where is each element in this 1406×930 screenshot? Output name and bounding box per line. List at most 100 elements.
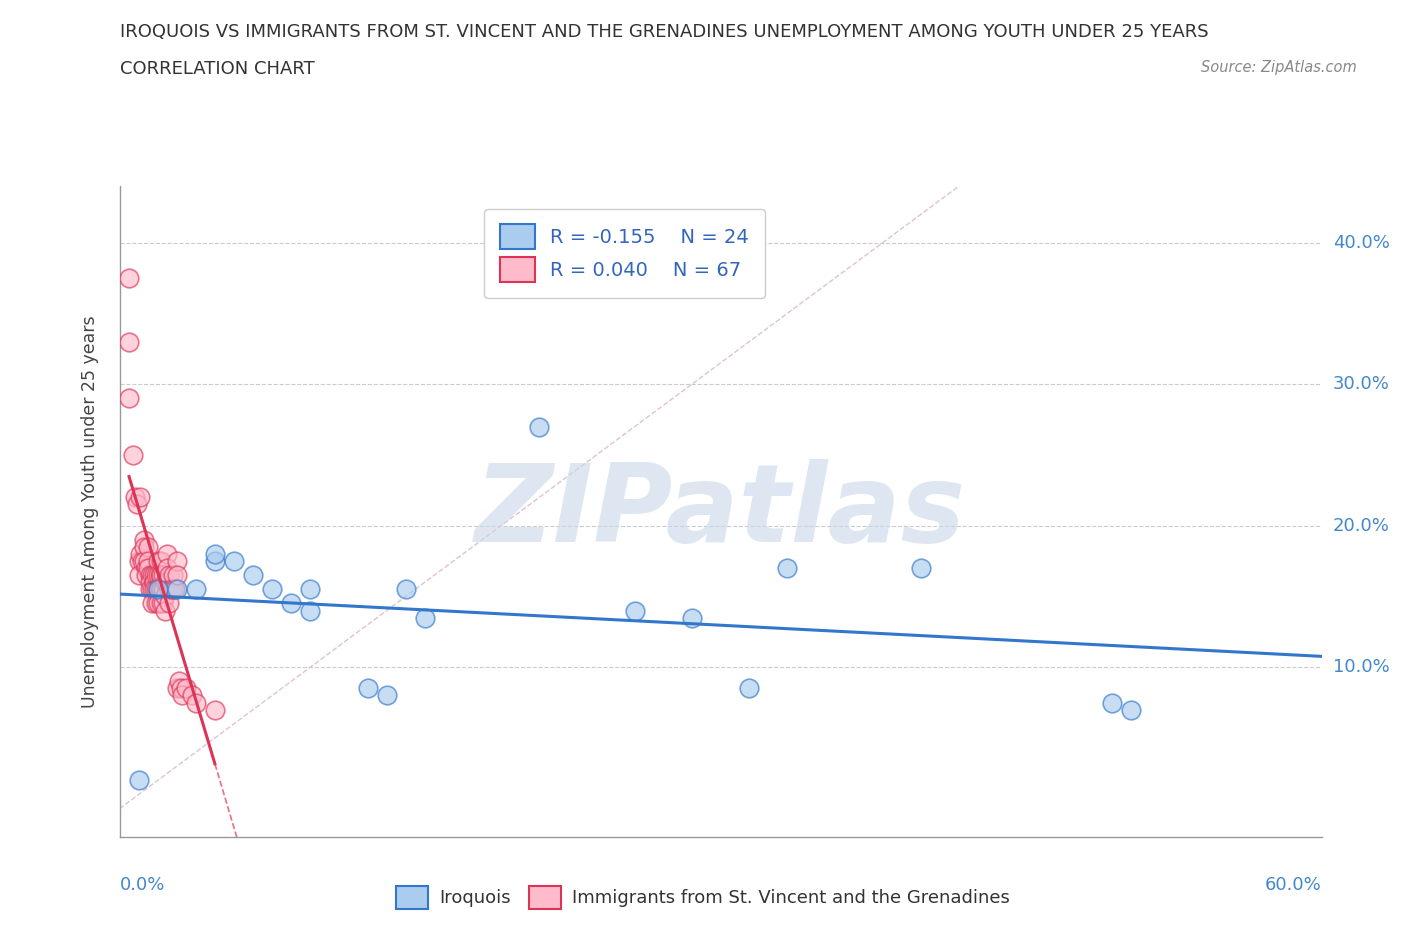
Point xyxy=(166,582,188,597)
Legend: R = -0.155    N = 24, R = 0.040    N = 67: R = -0.155 N = 24, R = 0.040 N = 67 xyxy=(484,208,765,298)
Point xyxy=(174,681,197,696)
Point xyxy=(280,596,302,611)
Point xyxy=(156,575,179,590)
Point xyxy=(149,567,172,582)
Point xyxy=(152,582,174,597)
Point xyxy=(128,773,150,788)
Text: 40.0%: 40.0% xyxy=(1333,233,1389,252)
Point xyxy=(776,561,799,576)
Point xyxy=(135,567,157,582)
Text: CORRELATION CHART: CORRELATION CHART xyxy=(120,60,315,78)
Point xyxy=(150,553,173,568)
Text: IROQUOIS VS IMMIGRANTS FROM ST. VINCENT AND THE GRENADINES UNEMPLOYMENT AMONG YO: IROQUOIS VS IMMIGRANTS FROM ST. VINCENT … xyxy=(120,23,1208,41)
Point xyxy=(157,582,180,597)
Point xyxy=(131,553,153,568)
Point xyxy=(162,582,184,597)
Point xyxy=(155,604,177,618)
Point xyxy=(155,575,177,590)
Point xyxy=(155,589,177,604)
Point xyxy=(141,582,163,597)
Legend: Iroquois, Immigrants from St. Vincent and the Grenadines: Iroquois, Immigrants from St. Vincent an… xyxy=(388,879,1018,916)
Point xyxy=(222,553,245,568)
Point xyxy=(142,582,165,597)
Text: 30.0%: 30.0% xyxy=(1333,375,1389,393)
Point xyxy=(150,596,173,611)
Point xyxy=(129,547,152,562)
Point xyxy=(142,575,165,590)
Point xyxy=(157,596,180,611)
Point xyxy=(150,582,173,597)
Point xyxy=(162,567,184,582)
Text: 10.0%: 10.0% xyxy=(1333,658,1389,676)
Point xyxy=(146,567,169,582)
Point xyxy=(181,688,204,703)
Point xyxy=(146,582,169,597)
Point xyxy=(124,490,146,505)
Point xyxy=(145,582,167,597)
Point xyxy=(139,582,162,597)
Point xyxy=(262,582,284,597)
Point xyxy=(139,567,162,582)
Point xyxy=(129,490,152,505)
Text: Source: ZipAtlas.com: Source: ZipAtlas.com xyxy=(1201,60,1357,75)
Point xyxy=(160,582,183,597)
Point xyxy=(395,582,418,597)
Point xyxy=(122,447,145,462)
Point xyxy=(150,567,173,582)
Text: 0.0%: 0.0% xyxy=(120,876,165,894)
Point xyxy=(142,567,165,582)
Point xyxy=(1101,695,1123,710)
Point xyxy=(172,688,194,703)
Point xyxy=(141,567,163,582)
Point xyxy=(128,553,150,568)
Point xyxy=(681,610,703,625)
Point xyxy=(242,567,264,582)
Point xyxy=(145,567,167,582)
Point xyxy=(136,561,159,576)
Point xyxy=(529,419,551,434)
Text: 20.0%: 20.0% xyxy=(1333,517,1389,535)
Point xyxy=(166,553,188,568)
Text: 60.0%: 60.0% xyxy=(1265,876,1322,894)
Point xyxy=(299,604,322,618)
Point xyxy=(166,567,188,582)
Point xyxy=(413,610,436,625)
Point xyxy=(118,391,141,405)
Point xyxy=(157,567,180,582)
Point xyxy=(135,561,157,576)
Point xyxy=(141,596,163,611)
Point xyxy=(204,702,226,717)
Point xyxy=(149,582,172,597)
Point xyxy=(163,582,186,597)
Point xyxy=(204,553,226,568)
Point xyxy=(1119,702,1142,717)
Point xyxy=(169,681,191,696)
Text: ZIPatlas: ZIPatlas xyxy=(475,458,966,565)
Point xyxy=(136,553,159,568)
Point xyxy=(146,596,169,611)
Point xyxy=(136,539,159,554)
Point xyxy=(356,681,378,696)
Point xyxy=(118,271,141,286)
Point xyxy=(375,688,398,703)
Point xyxy=(156,547,179,562)
Point xyxy=(738,681,761,696)
Point xyxy=(299,582,322,597)
Point xyxy=(146,553,169,568)
Point xyxy=(134,532,156,547)
Point xyxy=(134,539,156,554)
Point xyxy=(128,567,150,582)
Point xyxy=(156,561,179,576)
Point xyxy=(152,567,174,582)
Point xyxy=(118,334,141,349)
Point xyxy=(134,553,156,568)
Point xyxy=(146,582,169,597)
Point xyxy=(145,596,167,611)
Point xyxy=(139,575,162,590)
Point xyxy=(166,681,188,696)
Point xyxy=(167,674,190,689)
Point xyxy=(152,596,174,611)
Point xyxy=(184,695,207,710)
Point xyxy=(910,561,932,576)
Y-axis label: Unemployment Among Youth under 25 years: Unemployment Among Youth under 25 years xyxy=(80,315,98,708)
